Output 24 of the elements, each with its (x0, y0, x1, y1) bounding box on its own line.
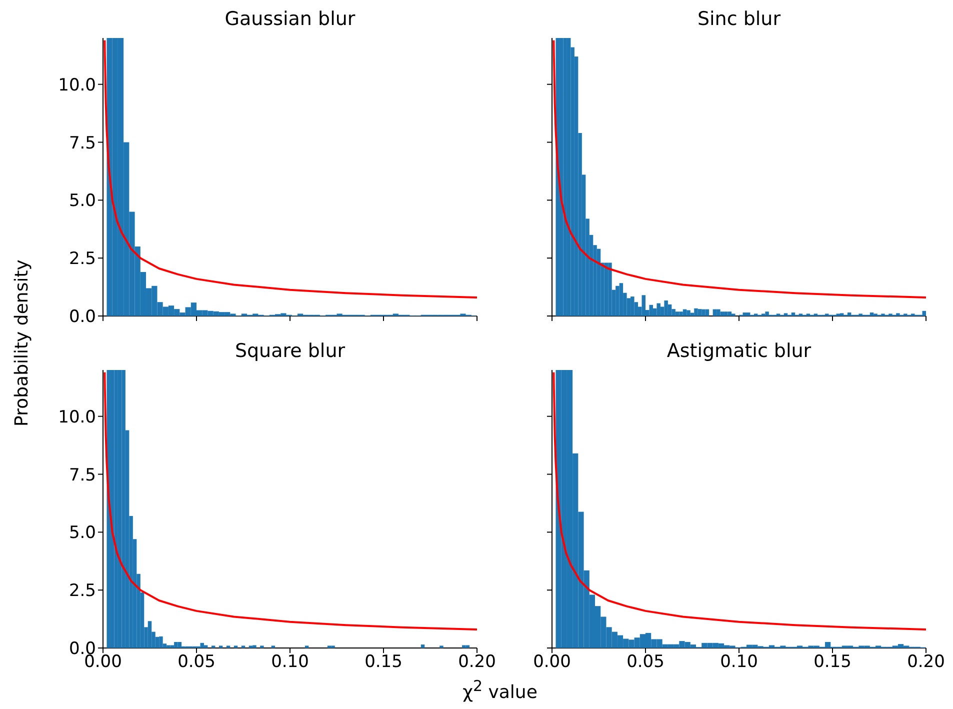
y-tick-label: 10.0 (58, 75, 96, 96)
x-axis-title: χ$^{2}$ value (462, 677, 538, 703)
chart-title: Astigmatic blur (666, 340, 812, 362)
y-tick-label: 5.0 (68, 523, 96, 544)
y-tick-label: 7.5 (68, 133, 96, 154)
chart-title: Sinc blur (696, 8, 782, 30)
y-tick-label: 0.0 (68, 307, 96, 328)
chart-title: Square blur (234, 340, 346, 362)
x-tick-label: 0.05 (626, 652, 664, 672)
y-tick-label: 5.0 (68, 191, 96, 212)
x-tick-label: 0.15 (364, 652, 402, 672)
y-tick-label: 7.5 (68, 465, 96, 486)
x-tick-label: 0.10 (271, 652, 309, 672)
x-tick-label: 0.20 (458, 652, 496, 672)
x-tick-label: 0.05 (178, 652, 216, 672)
y-tick-label: 2.5 (68, 581, 96, 602)
chart-title: Gaussian blur (224, 8, 356, 30)
y-axis-title: Probability density (12, 260, 32, 426)
x-tick-label: 0.15 (814, 652, 852, 672)
x-tick-label: 0.10 (720, 652, 758, 672)
y-tick-label: 2.5 (68, 249, 96, 270)
y-tick-label: 10.0 (58, 407, 96, 428)
x-tick-label: 0.20 (907, 652, 945, 672)
x-tick-label: 0.00 (533, 652, 571, 672)
